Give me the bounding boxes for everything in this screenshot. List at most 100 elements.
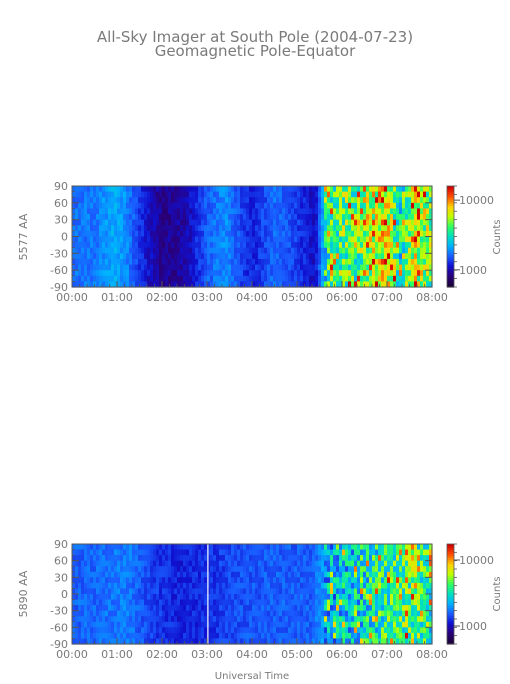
heatmap-cell — [267, 638, 271, 645]
heatmap-cell — [174, 555, 178, 562]
heatmap-cell — [126, 258, 130, 266]
heatmap-cell — [228, 186, 232, 193]
heatmap-cell — [345, 230, 349, 238]
heatmap-cell — [402, 191, 406, 198]
heatmap-cell — [297, 208, 301, 215]
heatmap-cell — [279, 577, 283, 584]
heatmap-cell — [162, 258, 166, 266]
heatmap-cell — [207, 544, 211, 551]
heatmap-cell — [342, 566, 346, 573]
heatmap-cell — [396, 599, 400, 606]
heatmap-cell — [129, 264, 133, 271]
heatmap-cell — [78, 582, 82, 590]
heatmap-cell — [339, 621, 343, 628]
heatmap-cell — [177, 560, 181, 567]
heatmap-cell — [270, 610, 274, 617]
heatmap-cell — [120, 230, 124, 238]
heatmap-cell — [84, 588, 88, 595]
heatmap-cell — [399, 242, 403, 249]
heatmap-cell — [327, 230, 331, 238]
heatmap-cell — [348, 225, 352, 232]
heatmap-cell — [390, 253, 394, 260]
heatmap-cell — [288, 621, 292, 628]
heatmap-cell — [168, 214, 172, 221]
heatmap-cell — [408, 236, 412, 243]
heatmap-cell — [120, 616, 124, 623]
heatmap-cell — [270, 230, 274, 238]
heatmap-cell — [123, 627, 127, 634]
heatmap-cell — [252, 627, 256, 634]
heatmap-cell — [165, 638, 169, 645]
heatmap-cell — [159, 566, 163, 573]
heatmap-cell — [423, 594, 427, 601]
heatmap-cell — [96, 544, 100, 551]
heatmap-cell — [138, 219, 142, 226]
heatmap-cell — [402, 632, 406, 640]
heatmap-cell — [153, 208, 157, 215]
heatmap-cell — [183, 577, 187, 584]
heatmap-cell — [141, 577, 145, 584]
heatmap-cell — [201, 605, 205, 612]
heatmap-cell — [195, 560, 199, 567]
heatmap-cell — [318, 555, 322, 562]
heatmap-cell — [156, 571, 160, 578]
heatmap-cell — [285, 253, 289, 260]
heatmap-cell — [315, 225, 319, 232]
heatmap-cell — [351, 577, 355, 584]
heatmap-cell — [345, 549, 349, 556]
colorbar-tick-label: 10000 — [459, 194, 494, 207]
heatmap-cell — [375, 197, 379, 204]
heatmap-cell — [378, 219, 382, 226]
heatmap-cell — [261, 214, 265, 221]
heatmap-cell — [393, 230, 397, 238]
heatmap-cell — [237, 247, 241, 254]
heatmap-cell — [267, 571, 271, 578]
heatmap-cell — [417, 270, 421, 277]
heatmap-cell — [189, 588, 193, 595]
heatmap-cell — [132, 225, 136, 232]
heatmap-cell — [126, 544, 130, 551]
heatmap-cell — [294, 582, 298, 590]
heatmap-cell — [309, 588, 313, 595]
heatmap-cell — [330, 230, 334, 238]
heatmap-cell — [234, 627, 238, 634]
heatmap-cell — [333, 197, 337, 204]
heatmap-cell — [258, 582, 262, 590]
heatmap-cell — [111, 197, 115, 204]
heatmap-cell — [84, 549, 88, 556]
heatmap-cell — [306, 621, 310, 628]
heatmap-cell — [255, 281, 259, 288]
heatmap-cell — [105, 253, 109, 260]
heatmap-cell — [225, 208, 229, 215]
heatmap-cell — [213, 610, 217, 617]
heatmap-cell — [78, 258, 82, 266]
heatmap-cell — [282, 281, 286, 288]
heatmap-cell — [366, 208, 370, 215]
heatmap-cell — [258, 214, 262, 221]
heatmap-cell — [132, 219, 136, 226]
heatmap-cell — [420, 236, 424, 243]
heatmap-cell — [426, 247, 430, 254]
heatmap-cell — [336, 566, 340, 573]
heatmap-cell — [183, 610, 187, 617]
heatmap-cell — [231, 571, 235, 578]
heatmap-cell — [291, 214, 295, 221]
colorbar-segment — [447, 212, 454, 215]
heatmap-cell — [306, 186, 310, 193]
heatmap-cell — [366, 555, 370, 562]
heatmap-cell — [96, 202, 100, 210]
heatmap-cell — [201, 638, 205, 645]
heatmap-cell — [273, 275, 277, 282]
colorbar-segment — [447, 210, 454, 213]
heatmap-cell — [393, 582, 397, 590]
heatmap-cell — [411, 599, 415, 606]
heatmap-cell — [423, 214, 427, 221]
heatmap-cell — [138, 605, 142, 612]
heatmap-cell — [414, 582, 418, 590]
heatmap-cell — [309, 281, 313, 288]
heatmap-cell — [387, 610, 391, 617]
colorbar-segment — [447, 592, 454, 595]
heatmap-cell — [255, 560, 259, 567]
heatmap-cell — [396, 571, 400, 578]
